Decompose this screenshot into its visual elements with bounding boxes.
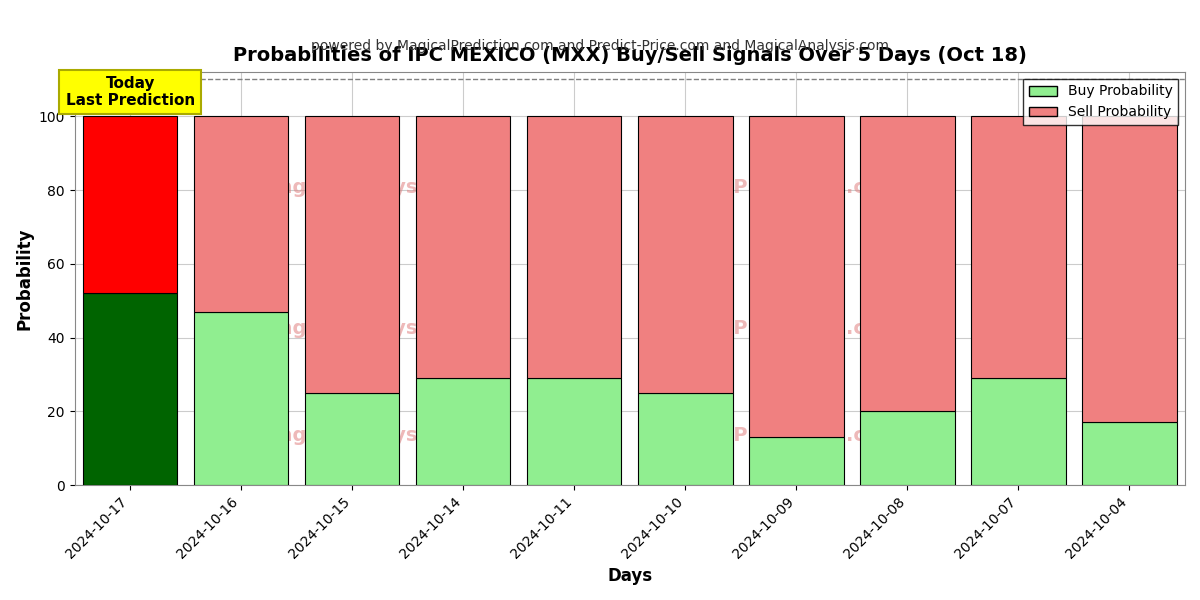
Text: powered by MagicalPrediction.com and Predict-Price.com and MagicalAnalysis.com: powered by MagicalPrediction.com and Pre…: [311, 39, 889, 53]
Text: MagicalPrediction.com: MagicalPrediction.com: [649, 178, 899, 197]
Bar: [1082, 116, 1177, 422]
Bar: [83, 116, 178, 293]
Bar: [749, 437, 844, 485]
Bar: [1082, 422, 1177, 485]
Bar: [971, 378, 1066, 485]
Bar: [638, 116, 732, 393]
Bar: [860, 116, 955, 412]
Bar: [749, 116, 844, 437]
Bar: [416, 378, 510, 485]
Bar: [971, 116, 1066, 378]
Bar: [638, 393, 732, 485]
Bar: [527, 378, 622, 485]
Bar: [194, 116, 288, 312]
Text: Today
Last Prediction: Today Last Prediction: [66, 76, 194, 108]
Y-axis label: Probability: Probability: [16, 227, 34, 330]
Bar: [305, 393, 400, 485]
Text: MagicalAnalysis.com: MagicalAnalysis.com: [260, 319, 488, 338]
Bar: [860, 412, 955, 485]
Bar: [416, 116, 510, 378]
Bar: [527, 116, 622, 378]
Title: Probabilities of IPC MEXICO (MXX) Buy/Sell Signals Over 5 Days (Oct 18): Probabilities of IPC MEXICO (MXX) Buy/Se…: [233, 46, 1027, 65]
Text: MagicalPrediction.com: MagicalPrediction.com: [649, 426, 899, 445]
Bar: [83, 293, 178, 485]
Bar: [194, 312, 288, 485]
X-axis label: Days: Days: [607, 567, 653, 585]
Text: MagicalPrediction.com: MagicalPrediction.com: [649, 319, 899, 338]
Text: MagicalAnalysis.com: MagicalAnalysis.com: [260, 426, 488, 445]
Legend: Buy Probability, Sell Probability: Buy Probability, Sell Probability: [1024, 79, 1178, 125]
Text: MagicalAnalysis.com: MagicalAnalysis.com: [260, 178, 488, 197]
Bar: [305, 116, 400, 393]
